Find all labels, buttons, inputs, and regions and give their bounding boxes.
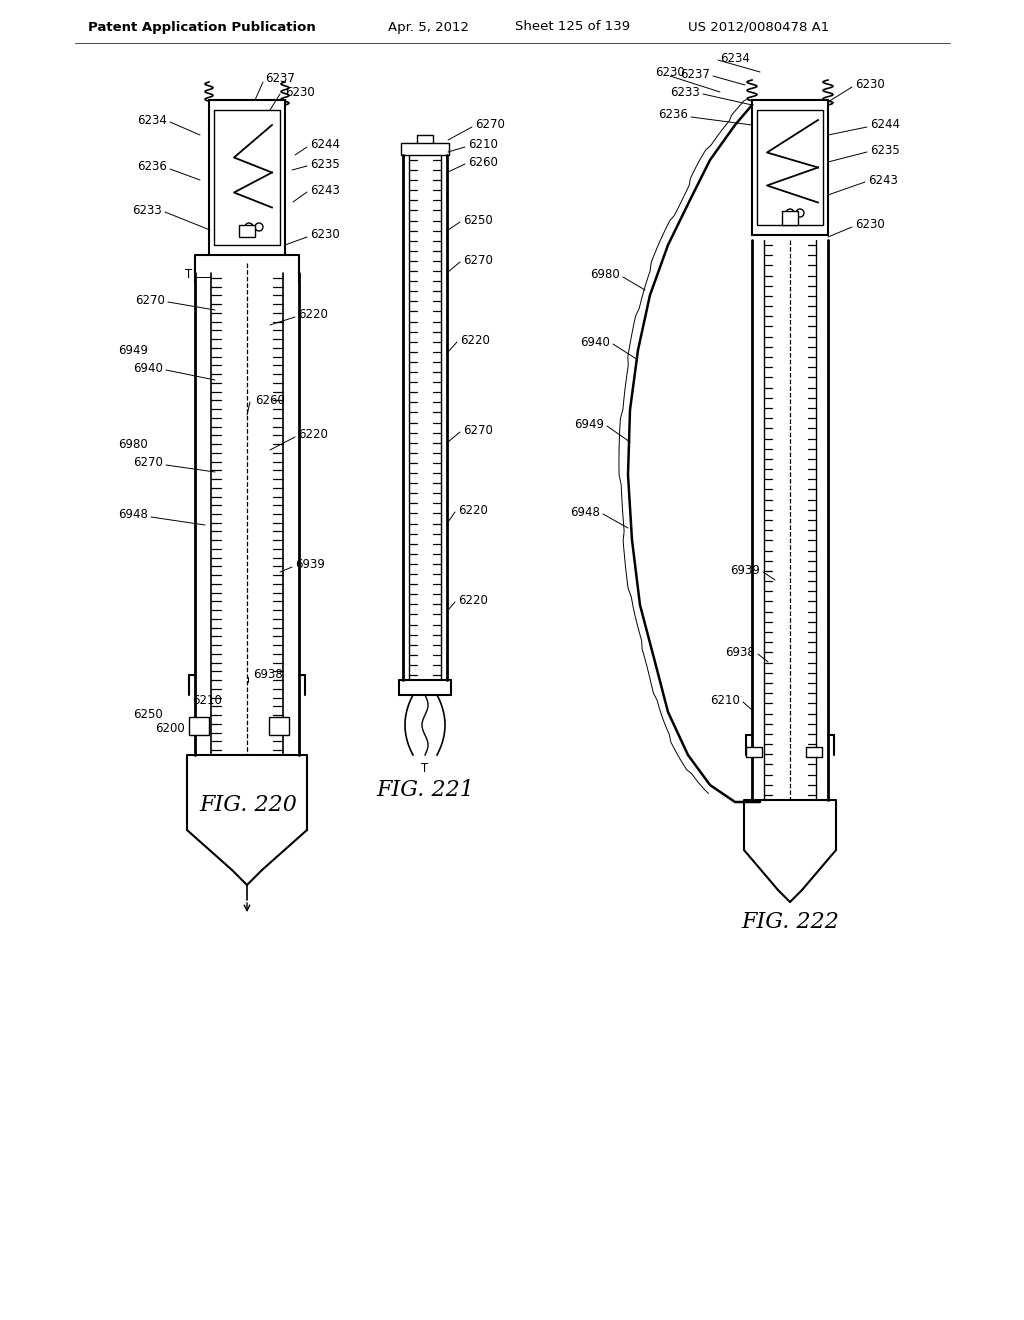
Text: 6237: 6237 [680, 67, 710, 81]
Text: 6210: 6210 [193, 693, 222, 706]
Text: 6243: 6243 [310, 183, 340, 197]
Bar [189, 717, 209, 735]
Text: 6235: 6235 [870, 144, 900, 157]
Text: 6237: 6237 [265, 71, 295, 84]
Text: 6230: 6230 [285, 86, 314, 99]
Text: 6210: 6210 [710, 693, 740, 706]
Text: Patent Application Publication: Patent Application Publication [88, 21, 315, 33]
Bar [239, 224, 255, 238]
Text: 6234: 6234 [137, 114, 167, 127]
Bar [214, 110, 280, 246]
Text: 6939: 6939 [730, 564, 760, 577]
Circle shape [255, 223, 263, 231]
Bar [757, 110, 823, 224]
Circle shape [245, 223, 253, 231]
Bar [209, 100, 285, 255]
Text: 6938: 6938 [253, 668, 283, 681]
Text: FIG. 222: FIG. 222 [741, 911, 839, 933]
Text: 6236: 6236 [658, 108, 688, 121]
Text: 6270: 6270 [135, 293, 165, 306]
Text: 6233: 6233 [671, 86, 700, 99]
Text: 6940: 6940 [133, 362, 163, 375]
Text: 6270: 6270 [463, 253, 493, 267]
Text: 6220: 6220 [458, 503, 487, 516]
Text: 6234: 6234 [720, 51, 750, 65]
Text: 6243: 6243 [868, 173, 898, 186]
Text: T: T [184, 268, 193, 281]
Bar [806, 747, 822, 756]
Text: 6980: 6980 [590, 268, 620, 281]
Text: US 2012/0080478 A1: US 2012/0080478 A1 [688, 21, 829, 33]
Text: 6220: 6220 [458, 594, 487, 606]
Text: 6230: 6230 [310, 228, 340, 242]
Text: 6939: 6939 [295, 558, 325, 572]
Text: 6938: 6938 [725, 645, 755, 659]
Text: 6220: 6220 [298, 309, 328, 322]
Bar [746, 747, 762, 756]
Text: 6949: 6949 [118, 343, 148, 356]
Text: 6230: 6230 [855, 78, 885, 91]
Text: 6260: 6260 [255, 393, 285, 407]
Text: 6948: 6948 [118, 508, 148, 521]
Text: 6250: 6250 [133, 708, 163, 721]
Text: FIG. 221: FIG. 221 [376, 779, 474, 801]
Bar [401, 143, 449, 154]
Bar [752, 100, 828, 235]
Text: 6220: 6220 [298, 429, 328, 441]
Text: FIG. 220: FIG. 220 [199, 795, 297, 816]
Text: 6244: 6244 [310, 139, 340, 152]
Text: 6230: 6230 [855, 219, 885, 231]
Text: 6949: 6949 [574, 417, 604, 430]
Bar [782, 211, 798, 224]
Text: 6270: 6270 [463, 424, 493, 437]
Text: 6270: 6270 [475, 119, 505, 132]
Text: 6236: 6236 [137, 161, 167, 173]
Text: 6948: 6948 [570, 506, 600, 519]
Text: 6260: 6260 [468, 156, 498, 169]
Text: 6200: 6200 [156, 722, 185, 734]
Text: Sheet 125 of 139: Sheet 125 of 139 [515, 21, 630, 33]
Text: 6210: 6210 [468, 139, 498, 152]
Text: 6220: 6220 [460, 334, 489, 346]
Text: 6940: 6940 [581, 335, 610, 348]
Text: 6230: 6230 [655, 66, 685, 78]
Text: 6980: 6980 [118, 438, 148, 451]
Text: 6270: 6270 [133, 457, 163, 470]
Text: T: T [421, 762, 429, 775]
Circle shape [786, 209, 794, 216]
Bar [269, 717, 289, 735]
Circle shape [796, 209, 804, 216]
Text: 6235: 6235 [310, 157, 340, 170]
Text: 6233: 6233 [132, 203, 162, 216]
Text: 6244: 6244 [870, 119, 900, 132]
Text: Apr. 5, 2012: Apr. 5, 2012 [388, 21, 469, 33]
Text: 6250: 6250 [463, 214, 493, 227]
